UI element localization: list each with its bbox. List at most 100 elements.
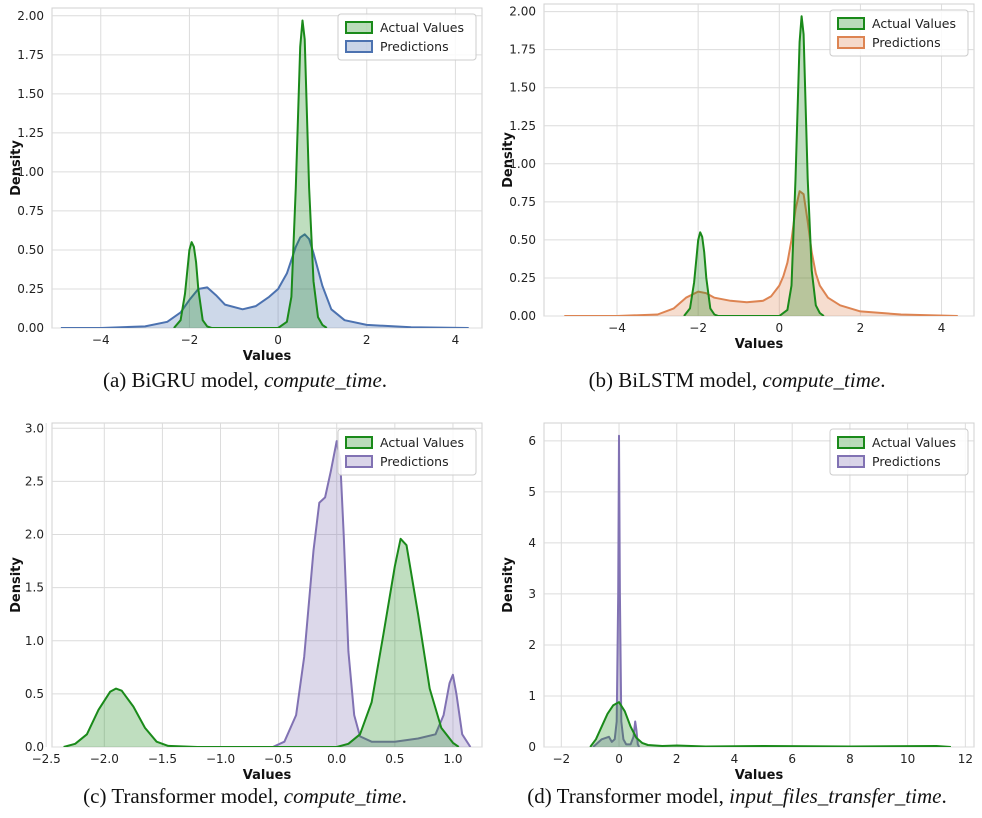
y-tick-label: 6 (528, 434, 536, 448)
caption-c: (c) Transformer model, compute_time. (83, 784, 407, 808)
density-line-actual-values (173, 19, 328, 328)
y-axis-label: Density (9, 557, 24, 613)
x-tick-label: 8 (846, 752, 854, 766)
x-tick-label: −2.5 (32, 752, 61, 766)
y-tick-label: 0.00 (17, 321, 44, 335)
density-fill-actual-values (63, 538, 459, 747)
y-tick-label: 3 (528, 587, 536, 601)
chart-panel-c: −2.5 −2.0 −1.5 −1.0 −0.5 0.0 0.5 1.0 0.0 0.5 1.0 1.… (0, 415, 490, 783)
y-tick-label: 1.50 (17, 87, 44, 101)
density-line-predictions (272, 440, 472, 747)
legend-label: Actual Values (380, 20, 464, 35)
y-tick-label: 0.75 (509, 195, 536, 209)
legend-swatch (345, 455, 373, 468)
x-tick-label: −1.0 (206, 752, 235, 766)
x-axis-label: Values (243, 349, 292, 364)
chart-svg-b: −4 −2 0 2 4 0.00 0.25 0.50 0.75 1.00 1.25 1.50 1.75 2… (501, 3, 975, 352)
y-tick-label: 0.0 (25, 740, 44, 754)
y-tick-label: 1.75 (17, 48, 44, 62)
x-tick-label: 0 (775, 321, 783, 335)
density-line-actual-values (589, 701, 951, 747)
legend-swatch (837, 36, 865, 49)
density-fill-predictions (272, 441, 471, 747)
y-tick-label: 2.00 (17, 9, 44, 23)
legend-swatch (837, 436, 865, 449)
y-tick-label: 0.25 (509, 271, 536, 285)
y-tick-label: 1.25 (17, 126, 44, 140)
y-tick-label: 2 (528, 638, 536, 652)
x-tick-label: 2 (363, 333, 371, 347)
chart-panel-a: −4 −2 0 2 4 0.00 0.25 0.50 0.75 1.00 1.25 1.50 1.75 2… (0, 0, 490, 365)
x-tick-label: 0.0 (327, 752, 346, 766)
x-tick-label: 1.0 (443, 752, 462, 766)
legend-label: Actual Values (872, 435, 956, 450)
legend-label: Predictions (380, 454, 449, 469)
x-tick-label: 4 (452, 333, 460, 347)
y-tick-label: 0.50 (17, 243, 44, 257)
legend: Actual Values Predictions (337, 13, 477, 61)
density-line-actual-values (63, 537, 460, 747)
density-fill-predictions (60, 234, 469, 328)
legend-swatch (345, 21, 373, 34)
density-line-predictions (592, 434, 641, 747)
legend-label: Predictions (872, 454, 941, 469)
legend-label: Actual Values (380, 435, 464, 450)
y-tick-label: 1.75 (509, 43, 536, 57)
legend-label: Predictions (380, 39, 449, 54)
y-axis-label: Density (501, 132, 516, 188)
series-group (589, 434, 951, 747)
y-tick-label: 0.75 (17, 204, 44, 218)
y-tick-label: 4 (528, 536, 536, 550)
x-tick-label: −2.0 (90, 752, 119, 766)
x-tick-label: 0 (615, 752, 623, 766)
x-tick-label: 10 (900, 752, 915, 766)
y-tick-label: 0.25 (17, 282, 44, 296)
y-tick-label: 3.0 (25, 421, 44, 435)
x-tick-label: −2 (552, 752, 570, 766)
legend-swatch (345, 40, 373, 53)
x-axis-label: Values (243, 768, 292, 780)
x-tick-label: 4 (731, 752, 739, 766)
y-tick-label: 1.00 (509, 157, 536, 171)
plot-area (51, 7, 483, 329)
caption-d: (d) Transformer model, input_files_trans… (527, 784, 947, 808)
x-axis-label: Values (735, 768, 784, 780)
y-tick-label: 1.25 (509, 119, 536, 133)
chart-panel-d: −2 0 2 4 6 8 10 12 0 1 2 3 4 5 6 Values Density Actual Va… (492, 415, 982, 783)
series-group (60, 19, 469, 328)
x-tick-label: 2 (857, 321, 865, 335)
y-axis-label: Density (501, 557, 516, 613)
y-tick-label: 1.50 (509, 81, 536, 95)
y-tick-label: 2.00 (509, 5, 536, 19)
x-tick-label: 4 (938, 321, 946, 335)
series-group (564, 15, 958, 316)
y-tick-label: 1 (528, 689, 536, 703)
x-tick-label: −1.5 (148, 752, 177, 766)
legend-swatch (837, 17, 865, 30)
caption-b: (b) BiLSTM model, compute_time. (588, 368, 886, 392)
chart-svg-a: −4 −2 0 2 4 0.00 0.25 0.50 0.75 1.00 1.25 1.50 1.75 2… (9, 7, 483, 364)
legend: Actual Values Predictions (337, 428, 477, 476)
y-tick-label: 0 (528, 740, 536, 754)
y-tick-label: 2.0 (25, 528, 44, 542)
y-axis-label: Density (9, 140, 24, 196)
y-tick-label: 5 (528, 485, 536, 499)
legend-swatch (345, 436, 373, 449)
x-tick-label: −4 (608, 321, 626, 335)
density-fill-actual-values (590, 702, 951, 747)
chart-panel-b: −4 −2 0 2 4 0.00 0.25 0.50 0.75 1.00 1.25 1.50 1.75 2… (492, 0, 982, 365)
x-tick-label: −2 (181, 333, 199, 347)
y-tick-label: 0.5 (25, 687, 44, 701)
density-line-actual-values (683, 15, 825, 316)
x-tick-label: 12 (958, 752, 973, 766)
y-tick-label: 1.00 (17, 165, 44, 179)
x-tick-label: −4 (92, 333, 110, 347)
y-tick-label: 0.50 (509, 233, 536, 247)
y-tick-label: 1.5 (25, 581, 44, 595)
legend: Actual Values Predictions (829, 9, 969, 57)
caption-a: (a) BiGRU model, compute_time. (102, 368, 388, 392)
legend-label: Actual Values (872, 16, 956, 31)
chart-svg-c: −2.5 −2.0 −1.5 −1.0 −0.5 0.0 0.5 1.0 0.0 0.5 1.0 1.… (9, 421, 483, 783)
x-axis-label: Values (735, 337, 784, 352)
